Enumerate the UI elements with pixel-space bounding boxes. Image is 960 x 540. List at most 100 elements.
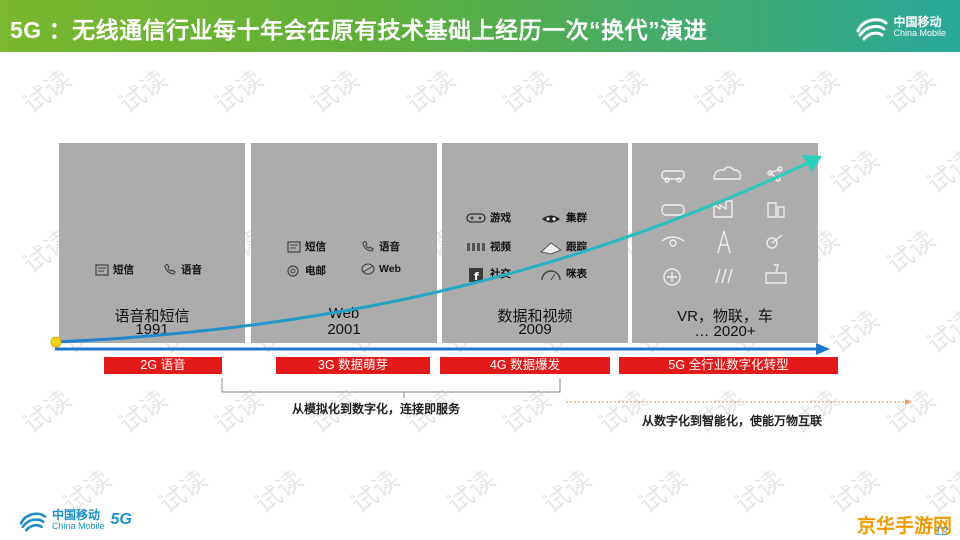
feature-label: 语音 [379,241,400,253]
panel-5g: VR，物联，车 … 2020+ [632,143,818,343]
feature-voice: 语音 [163,262,202,277]
feature-label: Web [379,263,401,275]
watermark-text: 试读 [729,464,790,521]
feature-label: 视频 [490,241,511,253]
feature-sms: 短信 [95,262,134,277]
tracking-icon [539,241,563,255]
feature-email: 电邮 [287,263,326,278]
gen-bar-3g: 3G 数据萌芽 [276,357,430,374]
social-icon: f [466,267,486,283]
feature-label: 短信 [113,264,134,276]
watermark-text: 试读 [209,64,270,121]
feature-sms: 短信 [287,239,326,254]
watermark-text: 试读 [593,384,654,441]
meter-icon [540,268,562,280]
watermark-text: 试读 [689,64,750,121]
car-icon [661,170,685,183]
watermark-text: 试读 [921,144,960,201]
watermark-text: 试读 [921,304,960,361]
feature-meter: 咪表 [540,266,587,281]
caption-digitization: 从模拟化到数字化，连接即服务 [292,402,461,416]
caption-intelligence: 从数字化到智能化，使能万物互联 [642,414,823,428]
factory-icon [713,200,733,218]
drone-icon [661,236,685,247]
panel-3g: 短信 语音 电邮 Web Web 2001 [251,143,437,343]
feature-label: 游戏 [490,212,511,224]
phone-icon [163,262,177,276]
feature-voice: 语音 [361,239,400,254]
watermark-text: 试读 [401,64,462,121]
feature-label: 集群 [566,212,587,224]
feature-social: f 社交 [466,266,511,283]
network-icon [767,166,783,182]
watermark-text: 试读 [633,464,694,521]
watermark-text: 试读 [881,384,942,441]
watermark-text: 试读 [113,384,174,441]
panel-4g: 游戏 集群 视频 跟踪 f 社交 咪表 数据和视频 2009 [442,143,628,343]
watermark-text: 试读 [209,384,270,441]
gen-bar-4g: 4G 数据爆发 [440,357,610,374]
watermark-text: 试读 [113,64,174,121]
watermark-text: 试读 [153,464,214,521]
watermark-text: 试读 [881,64,942,121]
panel-year: 2001 [327,321,361,338]
watermark-text: 试读 [593,64,654,121]
footer-brand: 中国移动 China Mobile 5G [18,508,132,532]
brand-name-cn: 中国移动 [893,14,942,29]
panel-caption: Web [328,305,360,322]
video-icon [466,241,486,253]
svg-text:f: f [474,270,479,282]
watermark-text: 试读 [785,384,846,441]
gen-bar-2g: 2G 语音 [104,357,222,374]
panel-year: … 2020+ [694,323,756,340]
robot-arm-icon [766,234,783,249]
watermark-text: 试读 [825,144,886,201]
watermark-text: 试读 [689,384,750,441]
feature-tracking: 跟踪 [539,239,587,255]
panel-year: 2009 [518,321,552,338]
slide-title: 5G ：无线通信行业每十年会在原有技术基础上经历一次“换代”演进 [10,17,708,43]
china-mobile-logo-icon [19,512,47,532]
feature-label: 语音 [181,264,202,276]
china-mobile-logo-icon [856,18,888,41]
building-icon [767,202,785,218]
vr-headset-icon [661,204,685,216]
gamepad-icon [466,212,486,224]
watermark-text: 试读 [305,64,366,121]
watermark-text: 试读 [497,64,558,121]
iot-icon-grid [661,166,787,286]
web-icon [361,263,375,275]
feature-label: 电邮 [305,265,326,277]
watermark-text: 试读 [881,224,942,281]
feature-video: 视频 [466,239,511,254]
feature-label: 咪表 [566,268,587,280]
footer-brand-cn: 中国移动 [52,508,101,522]
page-number: 12 [934,524,948,538]
panel-2g: 短信 语音 语音和短信 1991 [59,143,245,343]
sms-icon [95,263,109,276]
watermark-text: 试读 [441,464,502,521]
feature-cluster: 集群 [540,210,587,225]
watermark-text: 试读 [17,64,78,121]
energy-icon [765,264,787,284]
site-watermark: 京华手游网 [856,516,952,537]
feature-label: 短信 [305,241,326,253]
tower-icon [717,230,731,254]
watermark-text: 试读 [249,464,310,521]
watermark-text: 试读 [537,464,598,521]
farm-icon [715,268,733,284]
phone-icon [361,239,375,253]
watermark-text: 试读 [345,464,406,521]
watermark-text: 试读 [17,384,78,441]
footer-brand-en: China Mobile [52,521,105,531]
feature-label: 社交 [490,268,511,280]
feature-web: Web [361,263,401,275]
panel-year: 1991 [135,321,169,338]
watermark-text: 试读 [497,384,558,441]
header-bar: 5G ：无线通信行业每十年会在原有技术基础上经历一次“换代”演进 中国移动 Ch… [0,0,960,52]
gen-bar-5g: 5G 全行业数字化转型 [619,357,838,374]
email-icon [287,264,301,277]
cloud-icon [713,166,742,180]
brand-name-en: China Mobile [893,27,946,38]
watermark-text: 试读 [825,304,886,361]
